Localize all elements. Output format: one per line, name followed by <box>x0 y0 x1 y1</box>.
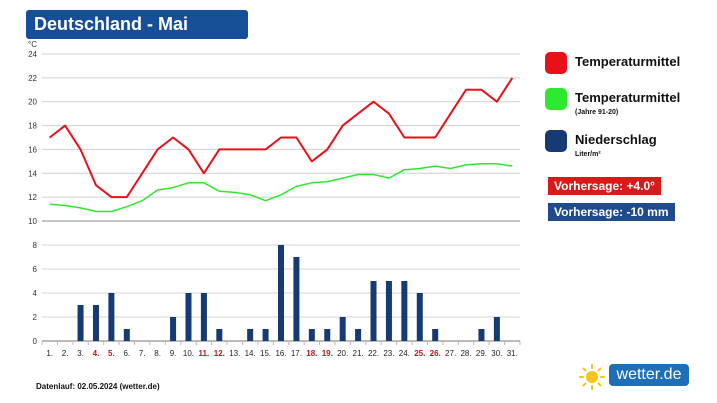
temp-unit-label: °C <box>28 40 37 49</box>
temp-tick-label: 18 <box>28 122 37 131</box>
precipitation-bar <box>185 293 192 341</box>
day-tick-label: 16. <box>275 349 286 358</box>
precipitation-bar <box>247 329 254 341</box>
chart-title: Deutschland - Mai <box>26 10 248 39</box>
legend-label-temperature-average: Temperaturmittel <box>575 90 681 105</box>
day-tick-label: 11. <box>199 349 210 358</box>
temp-tick-label: 22 <box>28 74 37 83</box>
day-tick-label: 23. <box>383 349 394 358</box>
precipitation-bar <box>355 329 362 341</box>
precipitation-bar <box>293 257 300 341</box>
precipitation-bar <box>200 293 207 341</box>
precipitation-bar <box>216 329 223 341</box>
precipitation-bar <box>92 305 99 341</box>
precipitation-bar <box>262 329 269 341</box>
sun-icon <box>579 364 605 390</box>
precipitation-bar <box>278 245 284 341</box>
day-tick-label: 30. <box>491 349 502 358</box>
day-tick-label: 20. <box>337 349 348 358</box>
precipitation-bar <box>170 317 177 341</box>
brand-name: wetter.de <box>609 364 689 386</box>
precip-tick-label: 2 <box>33 313 38 322</box>
precipitation-bar <box>385 281 392 341</box>
day-tick-label: 5. <box>108 349 115 358</box>
temperature-average-line <box>49 162 513 213</box>
day-tick-label: 22. <box>368 349 379 358</box>
legend-swatch-precipitation <box>545 130 567 152</box>
brand-logo[interactable]: wetter.de <box>579 362 694 390</box>
data-run-note: Datenlauf: 02.05.2024 (wetter.de) <box>36 382 160 391</box>
day-tick-label: 8. <box>154 349 161 358</box>
day-tick-label: 2. <box>62 349 69 358</box>
day-tick-label: 14. <box>245 349 256 358</box>
temp-tick-label: 12 <box>28 193 37 202</box>
day-tick-label: 24. <box>399 349 410 358</box>
precipitation-bar <box>493 317 500 341</box>
day-tick-label: 13. <box>229 349 240 358</box>
legend-sub-precipitation: Liter/m² <box>575 151 601 158</box>
day-tick-label: 10. <box>183 349 194 358</box>
precipitation-bar <box>339 317 346 341</box>
forecast-temperature-badge: Vorhersage: +4.0° <box>548 177 661 195</box>
legend-label-temperature: Temperaturmittel <box>575 54 681 69</box>
day-tick-label: 28. <box>460 349 471 358</box>
temp-tick-label: 14 <box>28 169 37 178</box>
precip-tick-label: 0 <box>33 337 38 346</box>
day-tick-label: 6. <box>123 349 130 358</box>
precip-tick-label: 6 <box>33 265 38 274</box>
day-tick-label: 17. <box>291 349 302 358</box>
precipitation-bar <box>401 281 408 341</box>
day-tick-label: 26. <box>430 349 441 358</box>
temp-tick-label: 24 <box>28 50 37 59</box>
precipitation-bar <box>108 293 115 341</box>
precipitation-bar <box>123 329 130 341</box>
day-tick-label: 1. <box>46 349 53 358</box>
legend-label-precipitation: Niederschlag <box>575 132 657 147</box>
day-tick-label: 3. <box>77 349 84 358</box>
day-tick-label: 15. <box>260 349 271 358</box>
temp-tick-label: 16 <box>28 145 37 154</box>
day-tick-label: 25. <box>414 349 425 358</box>
day-tick-label: 12. <box>214 349 225 358</box>
precipitation-bar <box>370 281 377 341</box>
legend-sub-temperature-average: (Jahre 91-20) <box>575 109 619 116</box>
day-tick-label: 21. <box>353 349 364 358</box>
legend-swatch-temperature <box>545 52 567 74</box>
day-tick-label: 4. <box>93 349 100 358</box>
precip-tick-label: 4 <box>33 289 38 298</box>
temp-tick-label: 10 <box>28 217 37 226</box>
precipitation-bar <box>77 305 84 341</box>
day-tick-label: 31. <box>507 349 518 358</box>
day-tick-label: 29. <box>476 349 487 358</box>
day-tick-label: 27. <box>445 349 456 358</box>
precipitation-bar <box>432 329 439 341</box>
forecast-precipitation-badge: Vorhersage: -10 mm <box>548 203 675 221</box>
precipitation-bar <box>416 293 423 341</box>
day-tick-label: 7. <box>139 349 146 358</box>
precipitation-bar <box>324 329 331 341</box>
legend-swatch-temperature-average <box>545 88 567 110</box>
precipitation-bar <box>308 329 315 341</box>
precipitation-bar <box>478 329 485 341</box>
temperature-line <box>49 77 514 199</box>
day-tick-label: 18. <box>306 349 317 358</box>
day-tick-label: 9. <box>170 349 177 358</box>
day-tick-label: 19. <box>322 349 333 358</box>
temp-tick-label: 20 <box>28 98 37 107</box>
precip-tick-label: 8 <box>33 241 38 250</box>
